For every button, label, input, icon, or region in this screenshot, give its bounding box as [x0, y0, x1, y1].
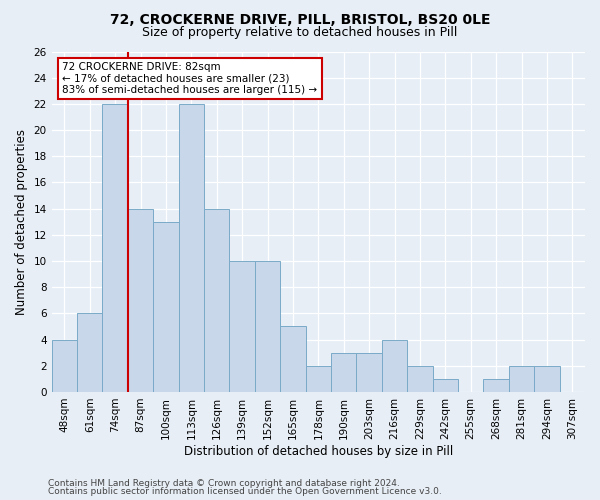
Text: Size of property relative to detached houses in Pill: Size of property relative to detached ho… [142, 26, 458, 39]
Text: Contains HM Land Registry data © Crown copyright and database right 2024.: Contains HM Land Registry data © Crown c… [48, 478, 400, 488]
Bar [52, 340, 77, 392]
Bar [331, 352, 356, 392]
Text: 72 CROCKERNE DRIVE: 82sqm
← 17% of detached houses are smaller (23)
83% of semi-: 72 CROCKERNE DRIVE: 82sqm ← 17% of detac… [62, 62, 317, 95]
Bar [179, 104, 204, 392]
Bar [305, 366, 331, 392]
Bar [103, 104, 128, 392]
Y-axis label: Number of detached properties: Number of detached properties [15, 128, 28, 314]
Bar [77, 314, 103, 392]
Bar [407, 366, 433, 392]
Bar [382, 340, 407, 392]
Bar [534, 366, 560, 392]
Bar [255, 261, 280, 392]
Bar [280, 326, 305, 392]
X-axis label: Distribution of detached houses by size in Pill: Distribution of detached houses by size … [184, 444, 453, 458]
Bar [509, 366, 534, 392]
Bar [433, 379, 458, 392]
Bar [153, 222, 179, 392]
Bar [128, 208, 153, 392]
Bar [229, 261, 255, 392]
Bar [484, 379, 509, 392]
Bar [204, 208, 229, 392]
Text: 72, CROCKERNE DRIVE, PILL, BRISTOL, BS20 0LE: 72, CROCKERNE DRIVE, PILL, BRISTOL, BS20… [110, 12, 490, 26]
Text: Contains public sector information licensed under the Open Government Licence v3: Contains public sector information licen… [48, 487, 442, 496]
Bar [356, 352, 382, 392]
